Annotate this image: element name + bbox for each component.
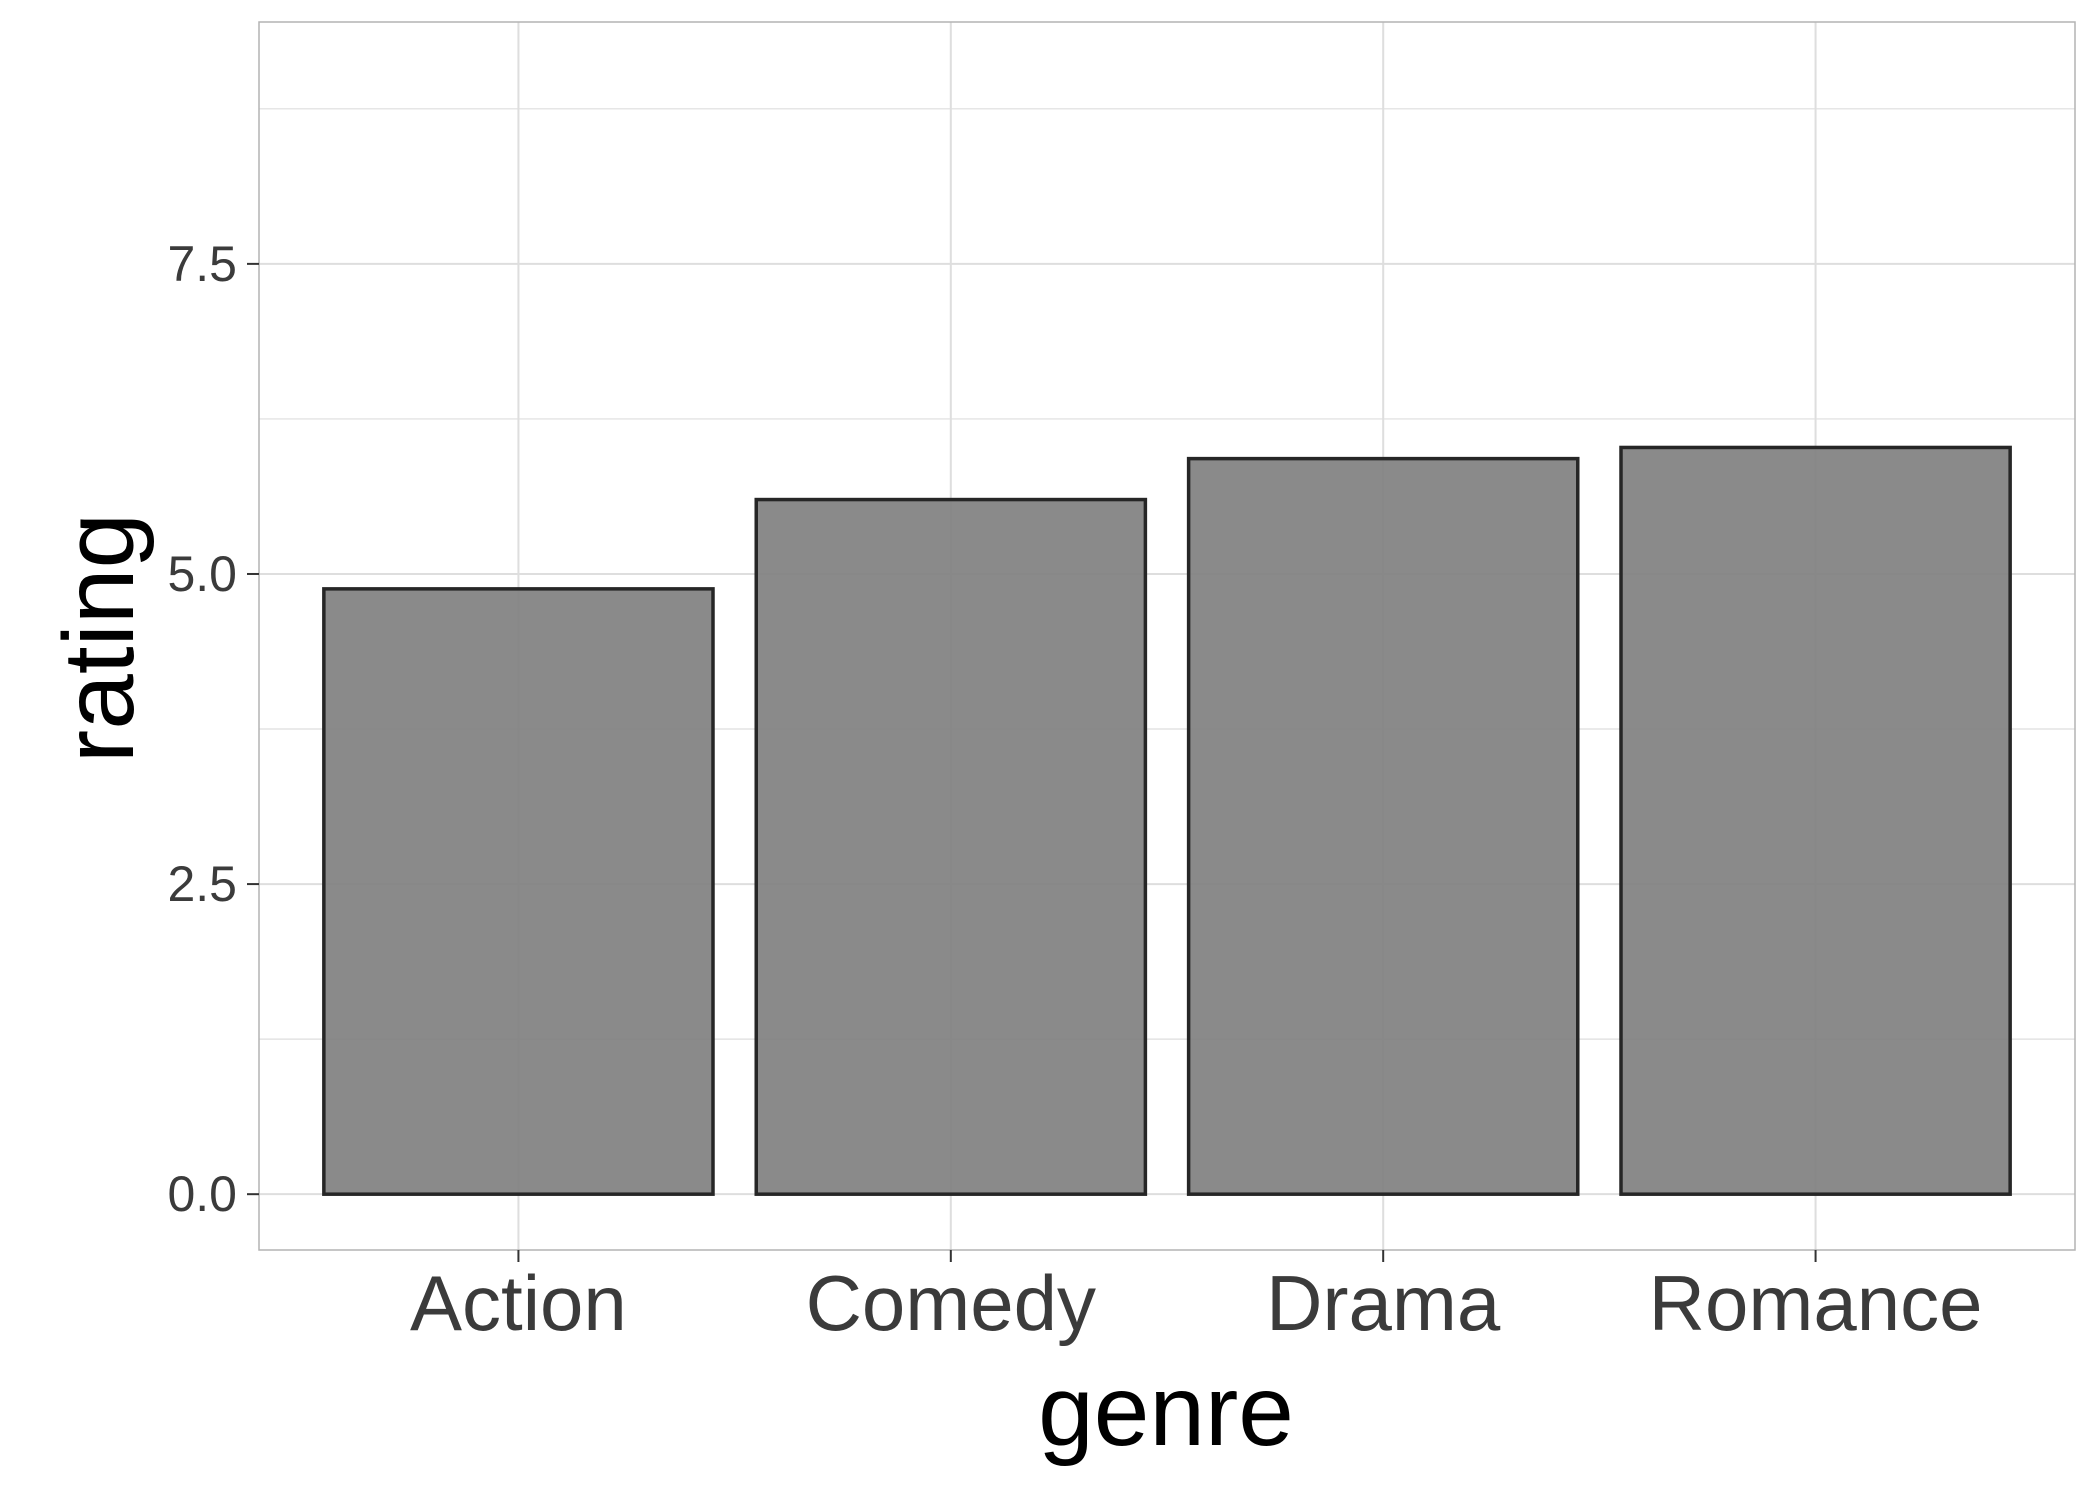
x-tick-label: Comedy xyxy=(806,1259,1096,1347)
y-tick-label: 5.0 xyxy=(167,546,237,602)
y-tick-label: 0.0 xyxy=(167,1166,237,1222)
y-tick-label: 7.5 xyxy=(167,236,237,292)
x-axis-title: genre xyxy=(1038,1355,1294,1467)
y-tick-label: 2.5 xyxy=(167,856,237,912)
panel-border xyxy=(258,21,2076,1251)
bar-drama xyxy=(1186,456,1580,1196)
bar-comedy xyxy=(754,497,1148,1196)
x-tick-label: Romance xyxy=(1649,1259,1983,1347)
bar-action xyxy=(322,587,715,1196)
y-axis: 0.0 2.5 5.0 7.5 xyxy=(167,236,259,1222)
bar-romance xyxy=(1619,445,2012,1196)
y-axis-title: rating xyxy=(43,513,155,763)
x-tick-label: Drama xyxy=(1266,1259,1501,1347)
x-tick-label: Action xyxy=(410,1259,627,1347)
x-axis: Action Comedy Drama Romance xyxy=(410,1250,1982,1347)
bars-layer xyxy=(322,445,2012,1196)
